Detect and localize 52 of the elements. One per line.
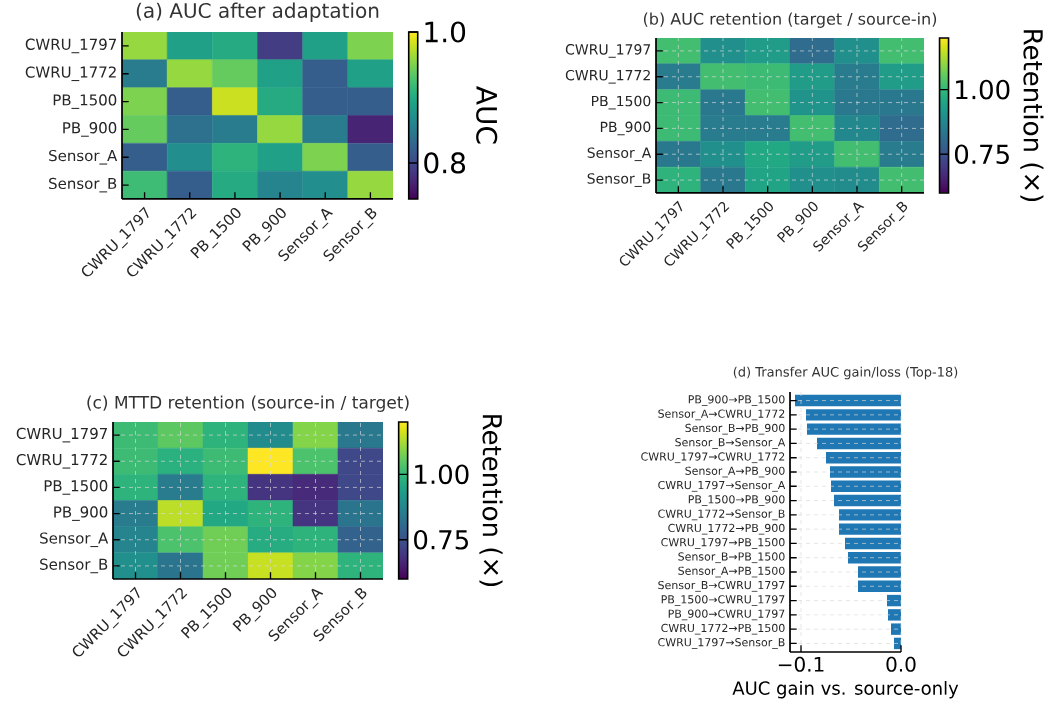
x-tick-label: −0.1 xyxy=(778,656,824,672)
y-tick-label: PB_900 xyxy=(63,122,117,137)
y-tick-label: Sensor_B→Sensor_A xyxy=(675,438,786,449)
y-tick-label: CWRU_1797 xyxy=(25,38,116,54)
y-tick-label: PB_900→CWRU_1797 xyxy=(668,609,785,621)
y-tick-label: CWRU_1772 xyxy=(16,453,107,469)
y-tick-label: CWRU_1797→CWRU_1772 xyxy=(641,452,785,464)
color-bar-label: 1.00 xyxy=(956,79,1010,100)
x-axis-title: AUC gain vs. source-only xyxy=(732,680,959,699)
y-tick-label: PB_1500→PB_900 xyxy=(688,495,785,506)
y-tick-label: Sensor_B xyxy=(40,558,108,574)
y-tick-label: Sensor_B xyxy=(587,173,651,187)
y-tick-label: Sensor_B xyxy=(49,177,117,193)
chart-title: (a) AUC after adaptation xyxy=(136,2,379,22)
y-tick-label: Sensor_A→PB_900 xyxy=(685,466,785,478)
color-bar-label: 1.0 xyxy=(425,21,466,43)
y-tick-label: Sensor_A xyxy=(40,532,109,548)
y-tick-label: CWRU_1772→PB_1500 xyxy=(661,623,785,635)
chart-title: (d) Transfer AUC gain/loss (Top-18) xyxy=(733,366,958,380)
y-tick-label: CWRU_1797 xyxy=(16,427,107,443)
color-bar-label: 0.8 xyxy=(424,152,466,174)
y-tick-label: Sensor_A→CWRU_1772 xyxy=(658,409,785,421)
y-tick-label: CWRU_1797→Sensor_A xyxy=(658,480,786,492)
y-tick-label: Sensor_B→CWRU_1797 xyxy=(658,580,785,592)
y-tick-label: CWRU_1797→Sensor_B xyxy=(658,638,785,649)
color-bar-label: 0.75 xyxy=(954,144,1009,165)
y-tick-label: CWRU_1772 xyxy=(25,66,116,82)
y-tick-label: PB_1500 xyxy=(592,95,651,110)
y-tick-label: PB_1500→CWRU_1797 xyxy=(661,595,785,606)
y-tick-label: CWRU_1797 xyxy=(565,44,651,58)
x-tick-label: 0.0 xyxy=(886,656,916,672)
y-tick-label: Sensor_A xyxy=(49,149,118,165)
y-tick-label: CWRU_1797→PB_1500 xyxy=(661,538,785,549)
chart-title: (b) AUC retention (target / source-in) xyxy=(643,12,937,28)
y-tick-label: PB_900 xyxy=(54,506,108,521)
y-tick-label: Sensor_B→PB_900 xyxy=(685,423,785,435)
y-tick-label: Sensor_A→PB_1500 xyxy=(678,566,785,578)
color-bar-title: Retention (×) xyxy=(479,415,503,587)
y-tick-label: PB_900→PB_1500 xyxy=(688,395,785,406)
y-tick-label: Sensor_B→PB_1500 xyxy=(678,552,785,564)
y-tick-label: Sensor_A xyxy=(587,147,652,162)
y-tick-label: CWRU_1772→Sensor_B xyxy=(658,509,785,521)
color-bar-title: Retention (×) xyxy=(1020,30,1044,202)
color-bar-label: 1.00 xyxy=(415,464,469,485)
y-tick-label: CWRU_1772→PB_900 xyxy=(668,523,785,535)
y-tick-label: PB_1500 xyxy=(44,480,108,495)
color-bar-title: AUC xyxy=(476,86,498,144)
y-tick-label: PB_1500 xyxy=(53,94,117,109)
chart-title: (c) MTTD retention (source-in / target) xyxy=(87,395,409,412)
y-tick-label: CWRU_1772 xyxy=(565,69,650,84)
y-tick-label: PB_900 xyxy=(600,121,651,136)
color-bar-label: 0.75 xyxy=(414,529,468,550)
